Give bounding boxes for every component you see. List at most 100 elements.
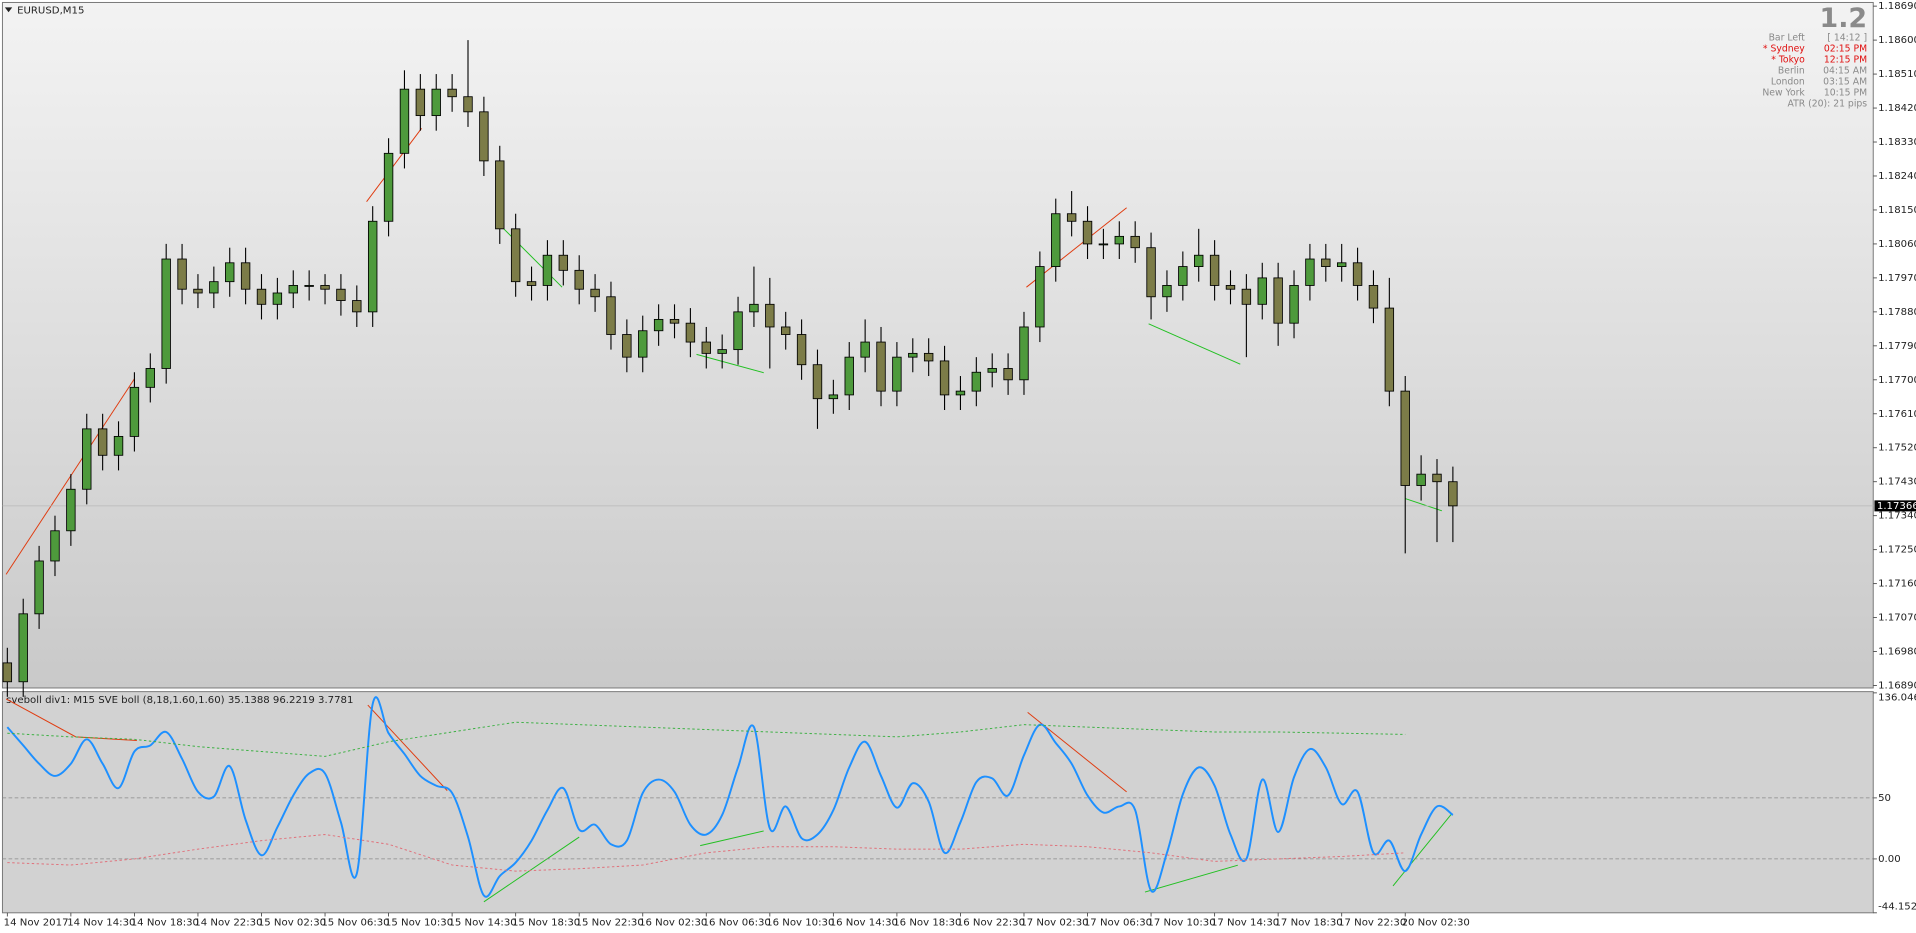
candle-body — [1241, 288, 1252, 305]
x-tick-label: 15 Nov 22:30 — [576, 918, 644, 929]
candle-body — [1321, 258, 1331, 267]
x-tick-label: 15 Nov 06:30 — [321, 918, 389, 929]
candle-body — [66, 488, 76, 532]
candle-body — [18, 613, 28, 683]
y-tick-label: 1.16980 — [1878, 647, 1916, 658]
candle-body — [193, 288, 203, 294]
info-label: * Tokyo — [1771, 54, 1805, 65]
candle-body — [1162, 285, 1172, 298]
band-line — [7, 834, 1406, 872]
candle-body — [1209, 254, 1220, 286]
main-panel — [1, 1, 1874, 689]
x-tick-label: 14 Nov 2017 — [4, 918, 69, 929]
info-atr: ATR (20): 21 pips — [1787, 98, 1867, 109]
y-tick-label: 1.17970 — [1878, 273, 1916, 284]
candle-body — [1273, 277, 1283, 324]
candle-body — [97, 428, 108, 456]
candle-body — [1130, 235, 1140, 249]
candle-body — [240, 262, 251, 290]
divergence-line — [367, 704, 448, 791]
candle-body — [765, 303, 775, 328]
candle-body — [145, 368, 156, 388]
indicator-line — [6, 696, 1454, 898]
candle-body — [574, 269, 584, 290]
candle-body — [1352, 262, 1363, 286]
symbol-menu-arrow[interactable] — [4, 7, 13, 13]
spread-value: 1.2 — [1820, 3, 1868, 34]
info-time: 04:15 AM — [1823, 65, 1867, 76]
candle-body — [923, 352, 934, 362]
info-label: Berlin — [1778, 65, 1805, 76]
x-tick-label: 16 Nov 14:30 — [830, 918, 898, 929]
y-tick-label: -44.1527 — [1878, 902, 1916, 913]
candle-body — [526, 281, 537, 286]
candle-body — [2, 662, 13, 683]
candle-body — [272, 292, 283, 305]
candle-body — [161, 258, 171, 369]
y-tick-label: 1.17070 — [1878, 613, 1916, 624]
x-tick-label: 16 Nov 22:30 — [957, 918, 1025, 929]
candle-body — [1178, 266, 1188, 286]
candle-body — [352, 300, 362, 313]
candle-body — [304, 285, 314, 287]
divergence-lines — [5, 128, 1453, 903]
info-time: 02:15 PM — [1824, 43, 1867, 54]
divergence-line — [696, 353, 764, 374]
candle-body — [1384, 307, 1395, 392]
candle-body — [1368, 285, 1379, 309]
candle-body — [876, 341, 886, 392]
info-label: * Sydney — [1763, 43, 1805, 54]
x-tick-label: 17 Nov 14:30 — [1211, 918, 1279, 929]
candle-body — [653, 318, 664, 332]
candle-body — [399, 88, 410, 154]
y-tick-label: 1.18420 — [1878, 103, 1916, 114]
candle-body — [892, 356, 902, 392]
candle-body — [781, 326, 791, 335]
candle-body — [1146, 247, 1156, 298]
candle-body — [796, 334, 807, 366]
candle-body — [288, 285, 298, 294]
info-label: London — [1771, 76, 1805, 87]
last-price-box — [1874, 500, 1916, 512]
candle-body — [225, 262, 235, 283]
candle-body — [987, 368, 997, 373]
candle-body — [1003, 368, 1013, 381]
candle-body — [1432, 473, 1442, 483]
x-tick-label: 15 Nov 18:30 — [512, 918, 580, 929]
x-tick-label: 16 Nov 02:30 — [639, 918, 707, 929]
x-tick-label: 16 Nov 10:30 — [766, 918, 834, 929]
divergence-line — [1144, 864, 1238, 893]
candle-body — [479, 111, 489, 162]
indicator-panel — [1, 691, 1874, 914]
candle-body — [113, 435, 124, 456]
divergence-line — [1148, 323, 1241, 365]
info-time: 03:15 AM — [1823, 76, 1867, 87]
candle-body — [177, 258, 187, 290]
candle-body — [1035, 266, 1045, 328]
y-tick-label: 1.18060 — [1878, 239, 1916, 250]
y-tick-label: 1.17880 — [1878, 307, 1916, 318]
x-tick-label: 14 Nov 18:30 — [131, 918, 199, 929]
y-tick-label: 1.17790 — [1878, 341, 1916, 352]
y-tick-label: 0.00 — [1878, 854, 1901, 865]
candle-body — [939, 360, 950, 396]
candle-body — [860, 341, 870, 358]
x-tick-label: 20 Nov 02:30 — [1402, 918, 1470, 929]
candle-body — [971, 371, 982, 392]
candle-body — [1448, 481, 1458, 507]
candle-body — [463, 96, 473, 113]
candle-body — [34, 560, 44, 615]
candle-body — [733, 311, 743, 351]
x-tick-label: 17 Nov 10:30 — [1147, 918, 1215, 929]
candle-body — [638, 330, 648, 358]
divergence-line — [5, 378, 135, 575]
symbol-title: EURUSD,M15 — [17, 5, 84, 16]
y-tick-label: 1.18690 — [1878, 1, 1916, 12]
info-time: 12:15 PM — [1824, 54, 1867, 65]
candle-body — [717, 349, 727, 354]
candle-body — [669, 318, 680, 324]
y-tick-label: 1.17340 — [1878, 511, 1916, 522]
band-line — [7, 721, 1406, 757]
x-tick-label: 15 Nov 02:30 — [258, 918, 326, 929]
y-tick-label: 1.17520 — [1878, 443, 1916, 454]
